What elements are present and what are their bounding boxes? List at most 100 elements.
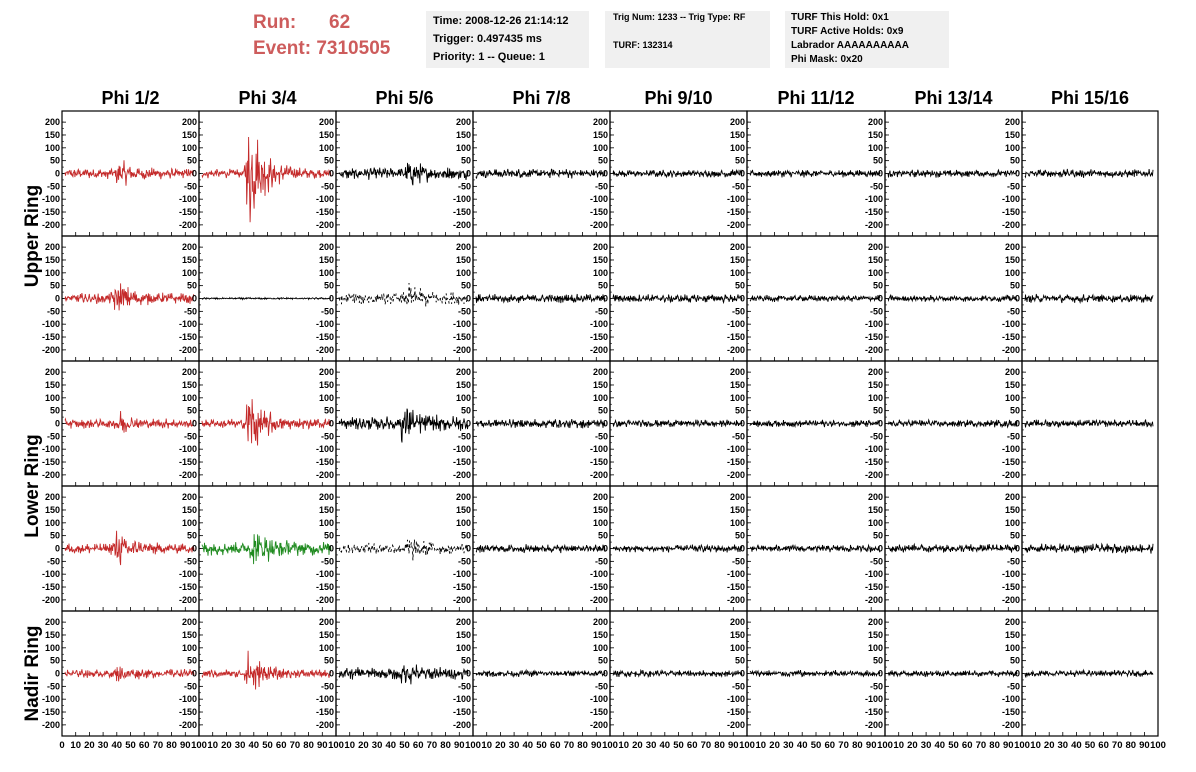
y-tick-label: -150: [453, 707, 471, 717]
x-tick-label: 30: [372, 740, 383, 751]
column-title: Phi 13/14: [914, 88, 992, 108]
y-tick-label: -200: [453, 595, 471, 605]
waveform-trace: [338, 664, 469, 685]
y-tick-label: 200: [593, 117, 608, 127]
panel: -200 -150 -100 -50 0 50 100 150 200: [590, 360, 748, 487]
y-tick-label: 200: [182, 117, 197, 127]
x-tick-label: 50: [399, 740, 410, 751]
y-tick-label: 100: [456, 143, 471, 153]
y-tick-label: 50: [873, 656, 883, 666]
y-tick-label: -150: [590, 707, 608, 717]
panel: -200 -150 -100 -50 0 50 100 150 200: [590, 485, 748, 612]
y-tick-label: -50: [47, 306, 60, 316]
x-tick-label: 70: [153, 740, 164, 751]
y-tick-label: -200: [865, 470, 883, 480]
y-tick-label: -200: [727, 595, 745, 605]
x-tick-label: 20: [221, 740, 232, 751]
y-tick-label: -150: [316, 457, 334, 467]
y-tick-label: 150: [593, 130, 608, 140]
x-tick-label: 10: [756, 740, 767, 751]
y-tick-label: -200: [453, 220, 471, 230]
panel: -200 -150 -100 -50 0 50 100 150 200: [727, 235, 886, 362]
x-tick-label: 90: [866, 740, 877, 751]
x-tick-label: 60: [550, 740, 561, 751]
x-tick-label: 20: [632, 740, 643, 751]
y-tick-label: 0: [329, 669, 334, 679]
waveform-trace: [749, 669, 881, 678]
panel: -200 -150 -100 -50 0 50 100 150 200: [590, 110, 748, 237]
y-tick-label: 200: [45, 117, 60, 127]
y-tick-label: -50: [47, 556, 60, 566]
x-tick-label: 100: [877, 740, 893, 751]
y-tick-label: 100: [868, 643, 883, 653]
waveform-trace: [201, 296, 332, 301]
y-tick-label: -100: [316, 694, 334, 704]
y-tick-label: -50: [321, 431, 334, 441]
y-tick-label: -150: [316, 332, 334, 342]
y-tick-label: 100: [319, 393, 334, 403]
y-tick-label: 200: [319, 242, 334, 252]
x-tick-label: 80: [577, 740, 588, 751]
y-tick-label: 150: [45, 505, 60, 515]
y-tick-label: -150: [590, 582, 608, 592]
priority-line: Priority: 1 -- Queue: 1: [433, 51, 545, 63]
y-tick-label: 0: [466, 419, 471, 429]
x-tick-label: 40: [660, 740, 671, 751]
y-tick-label: -100: [316, 319, 334, 329]
x-tick-label: 60: [962, 740, 973, 751]
y-tick-label: -100: [453, 194, 471, 204]
y-tick-label: -200: [590, 470, 608, 480]
y-tick-label: -50: [184, 681, 197, 691]
y-tick-label: -50: [732, 181, 745, 191]
y-tick-label: 100: [730, 393, 745, 403]
y-tick-label: -200: [1002, 470, 1020, 480]
y-tick-label: 200: [1005, 242, 1020, 252]
y-tick-label: 100: [182, 518, 197, 528]
y-tick-label: 50: [50, 531, 60, 541]
panel: -200 -150 -100 -50 0 50 100 150 200: [453, 360, 611, 487]
ring-title: Nadir Ring: [22, 625, 43, 721]
x-tick-label: 90: [1003, 740, 1014, 751]
y-tick-label: -100: [727, 694, 745, 704]
y-tick-label: 200: [1005, 117, 1020, 127]
y-tick-label: -100: [453, 694, 471, 704]
x-tick-label: 0: [59, 740, 64, 751]
y-tick-label: -200: [727, 220, 745, 230]
y-tick-label: -100: [865, 319, 883, 329]
waveform-trace: [201, 650, 332, 690]
x-tick-label: 40: [386, 740, 397, 751]
y-tick-label: -200: [865, 595, 883, 605]
y-tick-label: 100: [730, 268, 745, 278]
y-tick-label: -50: [1007, 306, 1020, 316]
x-tick-label: 20: [495, 740, 506, 751]
y-tick-label: 0: [55, 294, 60, 304]
y-tick-label: 150: [319, 630, 334, 640]
y-tick-label: 50: [461, 406, 471, 416]
ring-title: Lower Ring: [22, 434, 43, 537]
panel: -200 -150 -100 -50 0 50 100 150 200: [179, 110, 337, 237]
panel: -200 -150 -100 -50 0 50 100 150 200: [590, 610, 748, 737]
y-tick-label: 200: [868, 617, 883, 627]
y-tick-label: 150: [456, 380, 471, 390]
y-tick-label: -100: [727, 444, 745, 454]
y-tick-label: -50: [184, 556, 197, 566]
x-tick-label: 100: [191, 740, 207, 751]
y-tick-label: -150: [42, 332, 60, 342]
y-tick-label: -200: [179, 470, 197, 480]
y-tick-label: -200: [865, 345, 883, 355]
x-tick-label: 80: [440, 740, 451, 751]
y-tick-label: 200: [456, 242, 471, 252]
x-tick-label: 20: [1044, 740, 1055, 751]
y-tick-label: -150: [727, 332, 745, 342]
x-tick-label: 20: [358, 740, 369, 751]
y-tick-label: 50: [1010, 656, 1020, 666]
y-tick-label: 50: [1010, 406, 1020, 416]
y-tick-label: 0: [329, 294, 334, 304]
x-tick-label: 70: [564, 740, 575, 751]
panel: -200 -150 -100 -50 0 50 100 150 200: [42, 610, 200, 737]
y-tick-label: -200: [590, 345, 608, 355]
panel: -200 -150 -100 -50 0 50 100 150 200: [727, 610, 886, 737]
y-tick-label: -150: [453, 332, 471, 342]
y-tick-label: -50: [458, 306, 471, 316]
